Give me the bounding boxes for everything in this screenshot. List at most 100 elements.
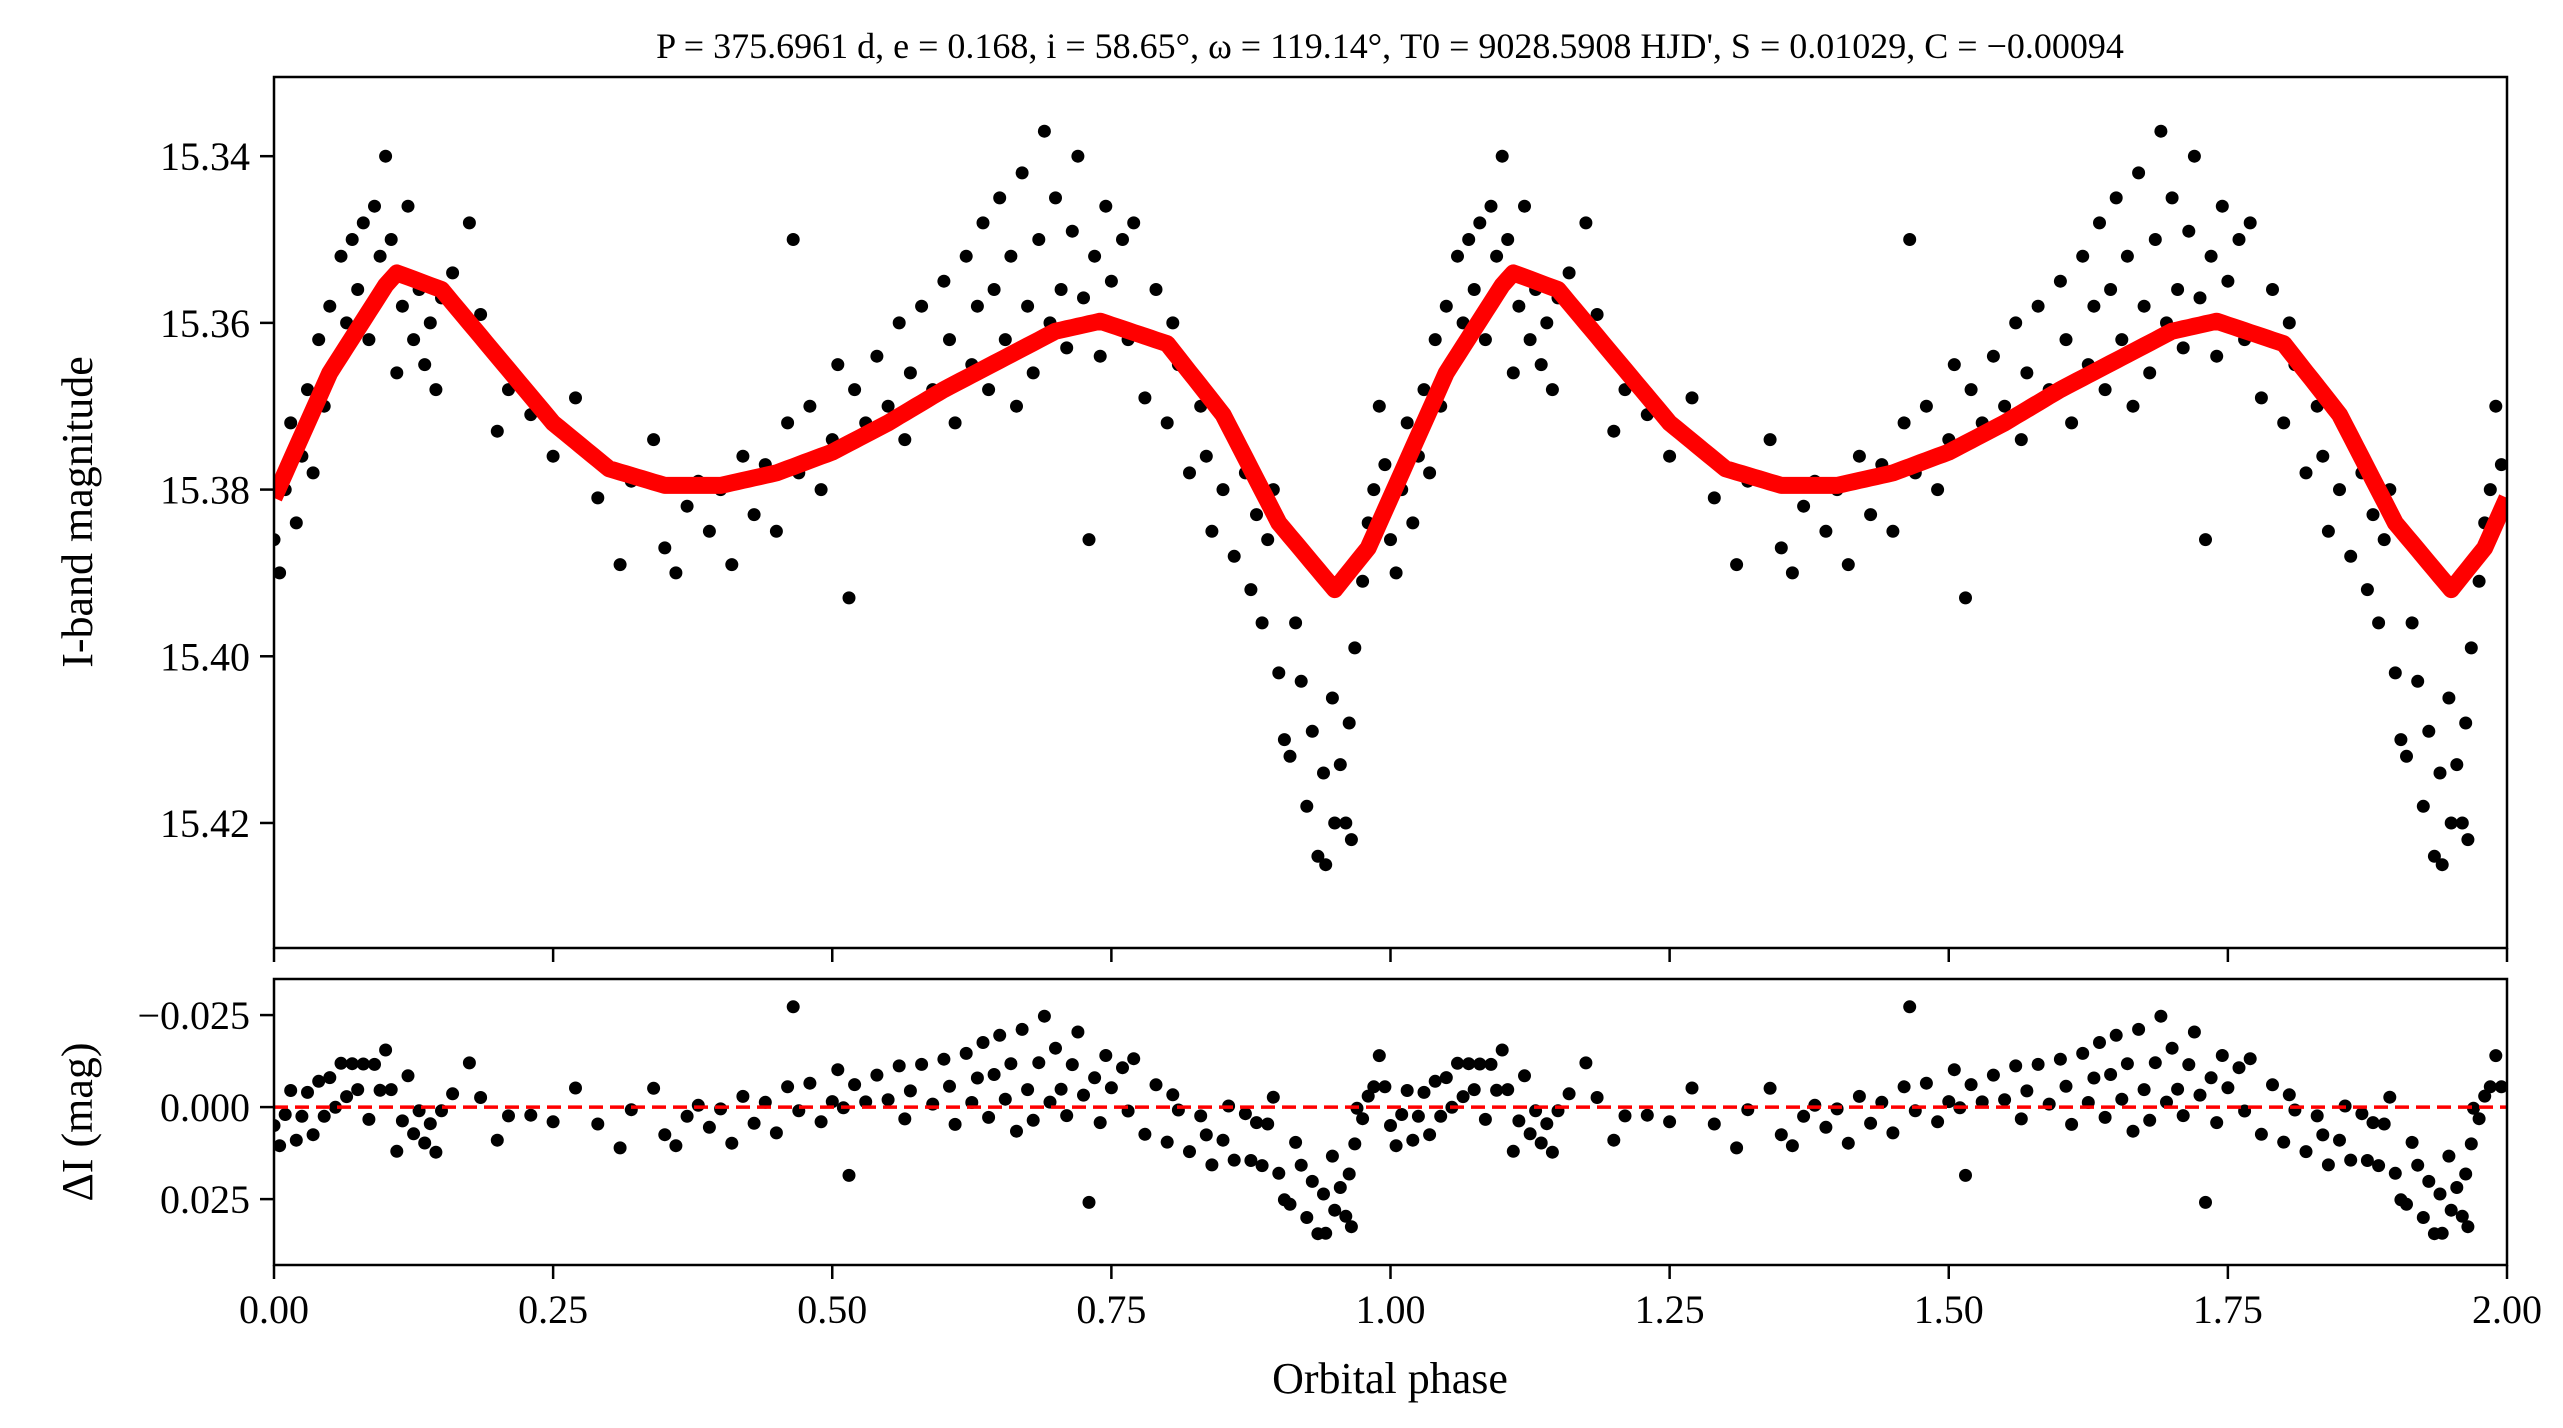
residual-point (1841, 1136, 1855, 1150)
data-point (2435, 858, 2449, 872)
residual-point (423, 1117, 437, 1131)
data-point (2459, 716, 2473, 730)
data-point (301, 383, 314, 397)
residual-point (1919, 1076, 1933, 1090)
residual-point (1959, 1168, 1972, 1182)
residual-point (2282, 1088, 2296, 1102)
residual-point (2442, 1149, 2456, 1163)
residual-point (2154, 1009, 2168, 1023)
data-point (446, 266, 460, 280)
residual-point (898, 1112, 912, 1126)
data-point (658, 541, 672, 555)
data-point (982, 383, 996, 397)
data-point (1328, 816, 1342, 830)
residual-point (2344, 1153, 2358, 1167)
data-point (1841, 558, 1855, 572)
residual-point (2377, 1117, 2391, 1131)
residual-point (2109, 1028, 2123, 1042)
data-point (1384, 533, 1397, 547)
residual-point (1266, 1090, 1280, 1104)
data-point (2472, 574, 2486, 588)
residual-point (993, 1028, 1007, 1042)
residual-point (2148, 1056, 2162, 1070)
residual-point (2087, 1071, 2101, 1085)
data-point (1518, 199, 1531, 213)
y-axis-label-magnitude: I-band magnitude (53, 356, 102, 668)
data-point (1367, 483, 1381, 497)
data-point (2109, 191, 2123, 205)
data-point (1819, 524, 1833, 538)
residual-point (1054, 1082, 1068, 1096)
data-point (2427, 849, 2441, 863)
data-point (1283, 749, 1297, 763)
residual-point (1328, 1203, 1342, 1217)
data-point (1272, 666, 1286, 680)
residual-point (1501, 1083, 1515, 1097)
data-point (1959, 591, 1972, 605)
residual-point (591, 1117, 605, 1131)
data-point (2053, 274, 2067, 288)
residual-point (2277, 1135, 2291, 1149)
residual-point (1931, 1115, 1945, 1129)
data-point (1467, 283, 1481, 296)
data-point (1607, 424, 1621, 438)
residual-point (368, 1057, 381, 1071)
x-tick-label: 1.50 (1914, 1287, 1984, 1332)
data-point (2137, 299, 2151, 313)
residual-point (725, 1136, 739, 1150)
residual-point (1975, 1095, 1989, 1109)
residual-point (306, 1128, 320, 1142)
residual-point (345, 1057, 359, 1071)
data-point (993, 191, 1007, 205)
data-point (1088, 249, 1102, 263)
residual-point (831, 1063, 845, 1077)
data-point (702, 524, 716, 538)
data-point (2377, 533, 2391, 547)
x-tick-label: 1.25 (1635, 1287, 1705, 1332)
residual-point (2059, 1079, 2073, 1093)
residual-point (2076, 1046, 2090, 1060)
data-point (1060, 341, 1074, 355)
data-point (591, 491, 605, 505)
data-point (345, 233, 359, 246)
residual-point (1590, 1091, 1604, 1104)
data-point (1160, 416, 1174, 430)
x-tick-label: 2.00 (2472, 1287, 2542, 1332)
residual-point (1763, 1081, 1777, 1095)
y-axis-label-residual: ΔI (mag) (53, 1042, 102, 1201)
data-point (2176, 341, 2190, 355)
residual-point (1785, 1139, 1799, 1153)
data-point (2143, 366, 2157, 380)
data-point (2193, 291, 2207, 305)
data-point (1428, 333, 1442, 347)
data-point (1931, 483, 1945, 497)
data-point (1077, 291, 1090, 305)
residual-point (524, 1108, 538, 1122)
residual-point (1523, 1127, 1537, 1141)
residual-point (702, 1120, 716, 1134)
residual-point (1640, 1108, 1654, 1122)
residual-point (2165, 1041, 2179, 1055)
data-point (2014, 433, 2028, 447)
residual-point (1021, 1083, 1035, 1097)
data-point (1004, 249, 1018, 263)
residual-point (2464, 1137, 2478, 1151)
residual-point (1618, 1109, 1632, 1123)
residual-point (1467, 1083, 1481, 1097)
data-point (680, 499, 694, 513)
data-point (1462, 233, 1476, 246)
residual-point (2014, 1112, 2028, 1126)
residual-point (937, 1052, 951, 1066)
residual-point (1986, 1068, 2000, 1082)
residual-point (2405, 1135, 2419, 1149)
data-point (1707, 491, 1721, 505)
data-point (903, 366, 917, 380)
data-point (1663, 449, 1677, 463)
data-point (2450, 758, 2464, 772)
data-point (1495, 149, 1509, 163)
residual-point (2444, 1203, 2458, 1217)
data-point (390, 366, 404, 380)
data-point (647, 433, 661, 447)
residual-point (1032, 1056, 1046, 1070)
residual-point (2455, 1209, 2469, 1223)
